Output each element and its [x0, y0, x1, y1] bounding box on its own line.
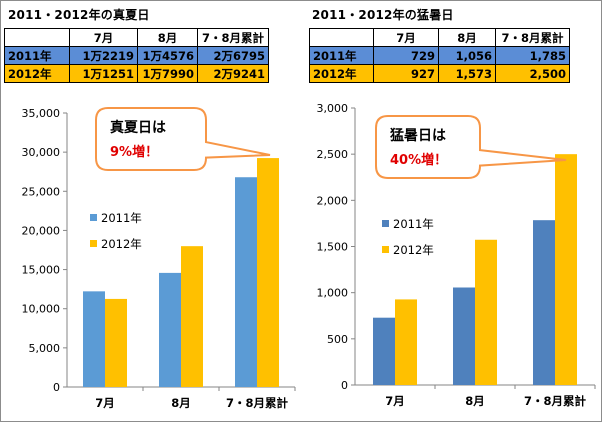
- bar-2011年: [533, 220, 555, 385]
- y-tick-label: 0: [341, 379, 348, 392]
- right-data-table: 7月 8月 7・8月累計 2011年 729 1,056 1,785 2012年…: [309, 28, 570, 83]
- table-row-label: 2012年: [309, 64, 374, 83]
- table-header-cell: 7・8月累計: [197, 28, 269, 47]
- table-cell: 1万7990: [137, 64, 198, 83]
- legend-label: 2011年: [393, 217, 434, 231]
- left-chart: 0 5,000 10,000 15,000 20,000 25,000 30,000 35,0…: [22, 107, 296, 410]
- table-cell: 1,785: [495, 46, 570, 65]
- y-tick-label: 5,000: [29, 342, 61, 355]
- y-tick-label: 2,000: [317, 194, 349, 207]
- bar-2012年: [475, 239, 497, 385]
- legend-swatch: [382, 220, 389, 227]
- bar-2011年: [373, 317, 395, 385]
- left-data-table: 7月 8月 7・8月累計 2011年 1万2219 1万4576 2万6795 …: [4, 28, 269, 83]
- legend-swatch: [90, 214, 97, 221]
- legend-label: 2012年: [393, 243, 434, 257]
- table-cell: 2,500: [495, 64, 570, 83]
- legend-swatch: [382, 246, 389, 253]
- x-tick-label: 7・8月累計: [226, 396, 289, 410]
- y-tick-label: 35,000: [22, 107, 61, 120]
- x-tick-label: 8月: [171, 396, 191, 410]
- table-header-row: 7月 8月 7・8月累計: [309, 28, 570, 47]
- x-tick-label: 8月: [465, 394, 485, 408]
- y-tick-label: 0: [53, 381, 60, 394]
- callout-line-2: 40%増！: [390, 152, 447, 168]
- bar-2012年: [105, 298, 127, 387]
- bar-2011年: [83, 291, 105, 387]
- bar-2011年: [453, 287, 475, 385]
- y-tick-label: 30,000: [22, 146, 61, 159]
- x-tick-label: 7月: [95, 396, 115, 410]
- legend-swatch: [90, 240, 97, 247]
- table-cell: 2万9241: [197, 64, 269, 83]
- bar-2012年: [257, 158, 279, 387]
- bar-2012年: [395, 299, 417, 385]
- table-cell: 729: [373, 46, 439, 65]
- table-header-cell: 7・8月累計: [495, 28, 570, 47]
- left-panel-title: 2011・2012年の真夏日: [8, 8, 150, 22]
- x-tick-label: 7月: [385, 394, 405, 408]
- callout-bubble: [375, 115, 567, 179]
- y-tick-label: 3,000: [317, 102, 349, 115]
- bar-2011年: [159, 272, 181, 387]
- legend-label: 2011年: [101, 211, 142, 225]
- table-row-label: 2011年: [4, 46, 70, 65]
- bar-2012年: [555, 154, 577, 385]
- y-tick-label: 500: [327, 333, 348, 346]
- y-tick-label: 10,000: [22, 303, 61, 316]
- callout-line-1: 猛暑日は: [389, 127, 446, 144]
- right-chart: 0 500 1,000 1,500 2,000 2,500 3,000 7月 8月 7・8月累計 2…: [317, 102, 596, 408]
- y-tick-label: 20,000: [22, 224, 61, 237]
- callout-line-1: 真夏日は: [110, 119, 166, 136]
- table-cell: 927: [373, 64, 439, 83]
- y-tick-label: 2,500: [317, 148, 349, 161]
- legend-label: 2012年: [101, 237, 142, 251]
- y-tick-label: 1,000: [317, 287, 349, 300]
- y-tick-label: 15,000: [22, 264, 61, 277]
- table-cell: 1万1251: [69, 64, 138, 83]
- y-tick-label: 25,000: [22, 185, 61, 198]
- bar-2012年: [181, 246, 203, 387]
- table-row: 2012年 1万1251 1万7990 2万9241: [4, 64, 269, 83]
- y-tick-label: 1,500: [317, 241, 349, 254]
- x-tick-label: 7・8月累計: [524, 394, 587, 408]
- table-cell: 1,056: [438, 46, 496, 65]
- table-row: 2011年 1万2219 1万4576 2万6795: [4, 46, 269, 65]
- table-cell: 2万6795: [197, 46, 269, 65]
- bar-2011年: [235, 177, 257, 387]
- table-header-row: 7月 8月 7・8月累計: [4, 28, 269, 47]
- callout-line-2: 9%増！: [110, 144, 158, 160]
- right-panel-title: 2011・2012年の猛暑日: [312, 8, 454, 22]
- table-row: 2012年 927 1,573 2,500: [309, 64, 570, 83]
- callout-bubble: [95, 107, 271, 171]
- table-cell: 1万2219: [69, 46, 138, 65]
